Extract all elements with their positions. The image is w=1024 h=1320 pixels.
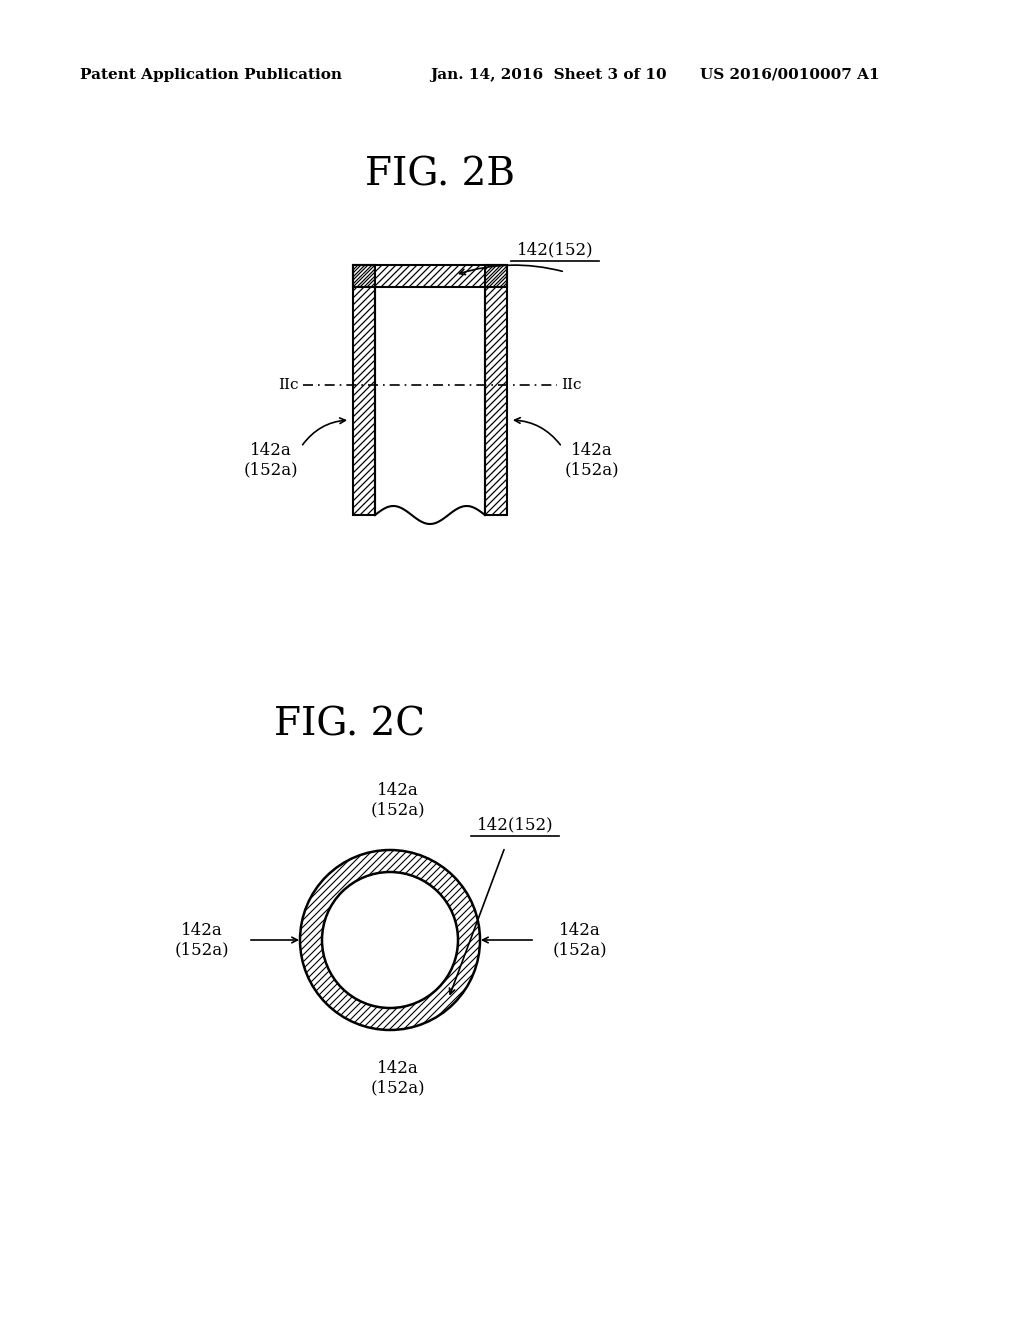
Bar: [353, 265, 507, 286]
Text: 142a
(152a): 142a (152a): [244, 442, 298, 478]
Bar: [353, 265, 375, 515]
Circle shape: [300, 850, 480, 1030]
Text: FIG. 2C: FIG. 2C: [274, 706, 426, 743]
Text: 142a
(152a): 142a (152a): [371, 781, 425, 818]
Text: 142a
(152a): 142a (152a): [564, 442, 620, 478]
Text: 142(152): 142(152): [477, 817, 553, 833]
Bar: [485, 265, 507, 515]
Text: IIc: IIc: [279, 378, 299, 392]
Text: Jan. 14, 2016  Sheet 3 of 10: Jan. 14, 2016 Sheet 3 of 10: [430, 69, 667, 82]
Text: 142a
(152a): 142a (152a): [553, 921, 607, 958]
Bar: [353, 265, 375, 515]
Circle shape: [322, 873, 458, 1008]
Bar: [353, 265, 507, 286]
Text: IIc: IIc: [561, 378, 582, 392]
Bar: [485, 265, 507, 515]
Text: 142a
(152a): 142a (152a): [175, 921, 229, 958]
Text: 142a
(152a): 142a (152a): [371, 1060, 425, 1097]
Text: Patent Application Publication: Patent Application Publication: [80, 69, 342, 82]
Text: 142(152): 142(152): [517, 242, 593, 259]
Text: US 2016/0010007 A1: US 2016/0010007 A1: [700, 69, 880, 82]
Text: FIG. 2B: FIG. 2B: [365, 157, 515, 194]
